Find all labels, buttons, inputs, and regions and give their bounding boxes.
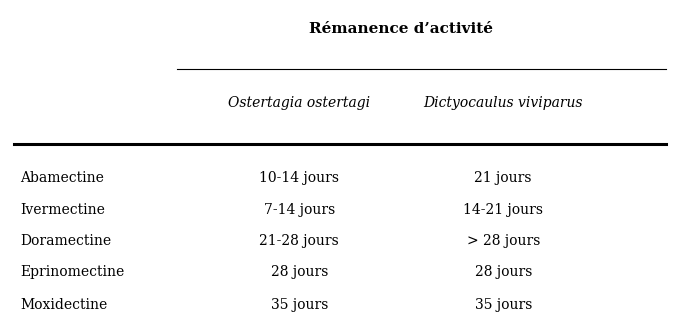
Text: Doramectine: Doramectine <box>20 234 112 248</box>
Text: Abamectine: Abamectine <box>20 172 104 185</box>
Text: Ostertagia ostertagi: Ostertagia ostertagi <box>228 96 371 110</box>
Text: 28 jours: 28 jours <box>475 265 532 279</box>
Text: 14-21 jours: 14-21 jours <box>463 203 543 217</box>
Text: 35 jours: 35 jours <box>271 298 328 312</box>
Text: 35 jours: 35 jours <box>475 298 532 312</box>
Text: 7-14 jours: 7-14 jours <box>264 203 335 217</box>
Text: 21 jours: 21 jours <box>475 172 532 185</box>
Text: 10-14 jours: 10-14 jours <box>259 172 339 185</box>
Text: Ivermectine: Ivermectine <box>20 203 105 217</box>
Text: 28 jours: 28 jours <box>271 265 328 279</box>
Text: Eprinomectine: Eprinomectine <box>20 265 124 279</box>
Text: > 28 jours: > 28 jours <box>466 234 540 248</box>
Text: Dictyocaulus viviparus: Dictyocaulus viviparus <box>424 96 583 110</box>
Text: Moxidectine: Moxidectine <box>20 298 107 312</box>
Text: Rémanence d’activité: Rémanence d’activité <box>309 22 493 36</box>
Text: 21-28 jours: 21-28 jours <box>259 234 339 248</box>
